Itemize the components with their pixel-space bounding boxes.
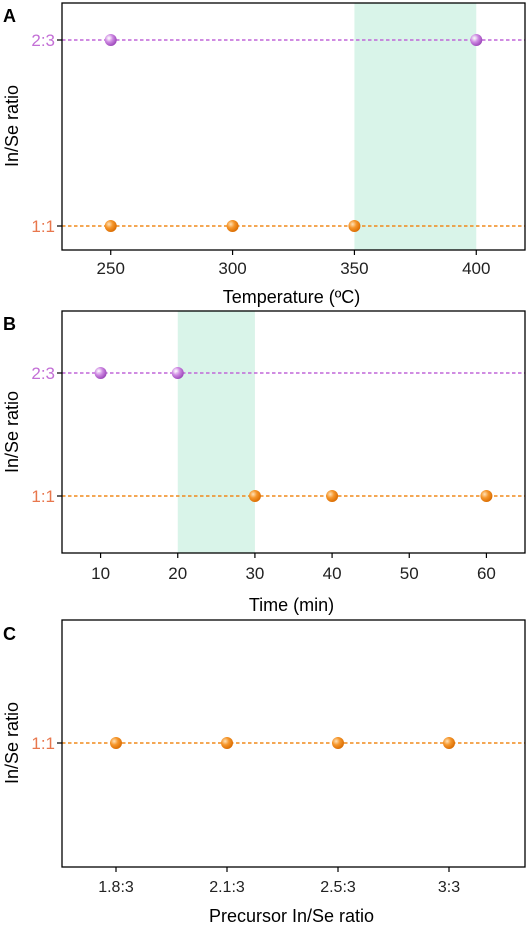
panel-b: 10 20 30 40 50 60 2:3 1:1 B Time (min) In/Se ratio — [2, 310, 526, 615]
data-point-purple — [171, 367, 184, 379]
data-point-orange — [248, 490, 261, 502]
data-point-orange — [226, 220, 239, 232]
x-tick-label: 50 — [400, 564, 419, 583]
highlight-band — [354, 3, 477, 250]
x-tick-label: 20 — [168, 564, 187, 583]
y-tick-label: 1:1 — [31, 734, 55, 753]
x-tick-label: 30 — [245, 564, 264, 583]
data-point-orange — [110, 737, 122, 749]
data-point-orange — [332, 737, 344, 749]
data-point-orange — [348, 220, 361, 232]
y-tick-label: 1:1 — [31, 487, 55, 506]
x-tick-label: 300 — [218, 259, 246, 278]
x-axis-label: Precursor In/Se ratio — [209, 906, 374, 926]
x-tick-label: 3:3 — [438, 879, 460, 896]
x-tick-label: 10 — [91, 564, 110, 583]
x-tick-label: 350 — [340, 259, 368, 278]
data-point-purple — [104, 34, 117, 46]
highlight-band — [177, 311, 255, 553]
y-axis-label: In/Se ratio — [2, 391, 22, 473]
x-tick-label: 40 — [323, 564, 342, 583]
x-axis-label: Temperature (ºC) — [223, 287, 361, 307]
y-axis-label: In/Se ratio — [2, 702, 22, 784]
y-axis-label: In/Se ratio — [2, 85, 22, 167]
y-tick-label: 2:3 — [31, 364, 55, 383]
x-tick-label: 400 — [462, 259, 490, 278]
x-tick-label: 60 — [477, 564, 496, 583]
panel-letter: B — [3, 314, 16, 334]
x-tick-label: 1.8:3 — [98, 879, 134, 896]
panel-c: 1.8:3 2.1:3 2.5:3 3:3 1:1 C Precursor In/Se ra… — [2, 619, 526, 926]
data-point-orange — [221, 737, 233, 749]
x-tick-label: 250 — [97, 259, 125, 278]
plot-frame — [61, 310, 526, 554]
data-point-orange — [480, 490, 493, 502]
y-tick-label: 1:1 — [31, 217, 55, 236]
x-tick-label: 2.1:3 — [209, 879, 245, 896]
panel-letter: A — [3, 6, 16, 26]
x-axis-label: Time (min) — [249, 595, 334, 615]
data-point-orange — [326, 490, 339, 502]
panel-a: 250 300 350 400 2:3 1:1 A Temperature (ºC) In/Se… — [2, 2, 526, 307]
data-point-orange — [104, 220, 117, 232]
y-tick-label: 2:3 — [31, 31, 55, 50]
plot-frame — [61, 2, 526, 251]
data-point-orange — [443, 737, 455, 749]
data-point-purple — [94, 367, 107, 379]
panel-letter: C — [3, 624, 16, 644]
data-point-purple — [470, 34, 483, 46]
x-tick-label: 2.5:3 — [320, 879, 356, 896]
